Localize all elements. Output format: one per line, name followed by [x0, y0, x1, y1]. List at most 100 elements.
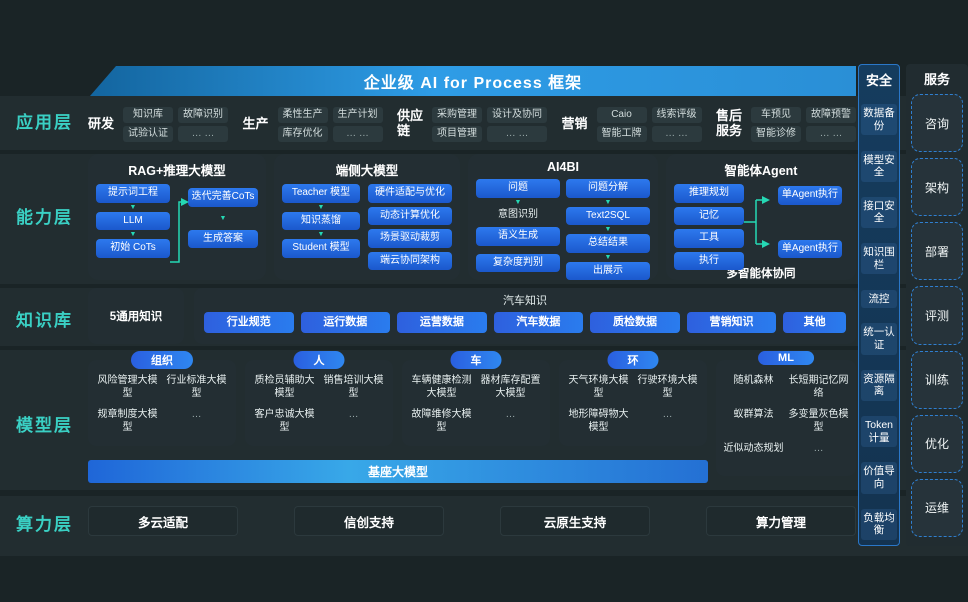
- group-tag: 组织: [131, 351, 193, 369]
- flow-step: 问题分解: [566, 179, 650, 198]
- domain-label: 售后服务: [716, 108, 743, 138]
- arrow-down-icon: ▼: [604, 198, 612, 206]
- model-item-more: …: [505, 409, 516, 420]
- arrow-down-icon: ▼: [129, 231, 137, 238]
- domain-production: 生产 柔性生产 生产计划 库存优化 … …: [242, 106, 383, 142]
- model-item: 车辆健康检测大模型: [411, 375, 472, 399]
- domain-items: 车预见 故障预警 智能诊修 … …: [751, 106, 856, 142]
- knowledge-pill: 行业规范: [204, 312, 294, 333]
- security-item: 模型安全: [861, 150, 897, 182]
- domain-label: 研发: [88, 115, 115, 131]
- model-item-more: …: [348, 409, 359, 420]
- box-title: RAG+推理大模型: [128, 164, 226, 178]
- app-item-more: … …: [487, 125, 547, 142]
- arrow-down-icon: ▼: [317, 231, 325, 238]
- auto-knowledge-title: 汽车知识: [503, 295, 547, 307]
- arrow-down-icon: ▼: [514, 198, 522, 206]
- capability-layer-row: RAG+推理大模型 提示词工程 ▼ LLM ▼ 初始 CoTs 迭代完善CoTs…: [88, 154, 856, 280]
- app-item: 库存优化: [277, 125, 328, 142]
- service-item: 运维: [911, 478, 963, 537]
- arrow-down-icon: ▼: [129, 203, 137, 211]
- app-item: 设计及协同: [487, 106, 547, 123]
- group-tag: 车: [450, 351, 502, 369]
- box-title: 端侧大模型: [335, 164, 399, 178]
- domain-marketing: 营销 Caio 线索评级 智能工牌 … …: [561, 106, 702, 142]
- app-item-more: … …: [332, 125, 383, 142]
- group-tag: 人: [293, 351, 345, 369]
- app-item: 智能诊修: [751, 125, 801, 142]
- security-item: 统一认证: [861, 323, 897, 355]
- knowledge-pill: 汽车数据: [493, 312, 584, 333]
- domain-supply-chain: 供应链 采购管理 设计及协同 项目管理 … …: [397, 106, 547, 142]
- app-item: 车预见: [751, 106, 801, 123]
- domain-items: 柔性生产 生产计划 库存优化 … …: [277, 106, 383, 142]
- app-item: 生产计划: [332, 106, 383, 123]
- app-item: 项目管理: [432, 125, 482, 142]
- model-item: 器材库存配置大模型: [480, 375, 541, 399]
- model-group-ml: ML 随机森林 长短期记忆网络 蚁群算法 多变量灰色模型 近似动态规划 …: [716, 351, 856, 476]
- flow-step: 出展示: [566, 261, 650, 280]
- knowledge-pill: 运行数据: [300, 312, 391, 333]
- service-title: 服务: [923, 72, 950, 87]
- service-item: 部署: [911, 222, 963, 281]
- compute-item-multicloud: 多云适配: [88, 506, 238, 536]
- app-item: 故障识别: [178, 106, 228, 123]
- flow-step: 迭代完善CoTs: [188, 188, 258, 207]
- flow-step: 语义生成: [476, 227, 560, 246]
- flow-step: Teacher 模型: [282, 184, 360, 203]
- model-item: 蚁群算法: [733, 409, 774, 420]
- security-item: 知识围栏: [861, 243, 897, 275]
- security-item: 负载均衡: [861, 508, 897, 540]
- app-item: 智能工牌: [596, 125, 647, 142]
- edge-model-box: 端侧大模型 Teacher 模型 ▼ 知识蒸馏 ▼ Student 模型 硬件适…: [274, 154, 460, 280]
- app-item-more: … …: [806, 125, 856, 142]
- compute-item-xinchuang: 信创支持: [294, 506, 444, 536]
- flow-step: 复杂度判别: [476, 253, 560, 272]
- compute-item-cloudnative: 云原生支持: [500, 506, 650, 536]
- model-item-more: …: [191, 409, 202, 420]
- knowledge-pill-row: 行业规范 运行数据 运营数据 汽车数据 质检数据 营销知识 其他: [204, 312, 846, 333]
- box-title: AI4BI: [547, 160, 579, 174]
- app-item: 采购管理: [432, 106, 482, 123]
- foundation-model-bar: 基座大模型: [88, 460, 708, 483]
- domain-items: 知识库 故障识别 试验认证 … …: [123, 106, 228, 142]
- arrow-down-icon: ▼: [219, 214, 227, 222]
- model-item: 行业标准大模型: [166, 375, 227, 399]
- domain-items: Caio 线索评级 智能工牌 … …: [596, 106, 702, 142]
- app-item: 线索评级: [651, 106, 702, 123]
- domain-label: 营销: [561, 115, 588, 131]
- app-item-more: … …: [178, 125, 228, 142]
- banner-title: 企业级 AI for Process 框架: [363, 75, 583, 92]
- knowledge-layer-row: 5通用知识 汽车知识 行业规范 运行数据 运营数据 汽车数据 质检数据 营销知识…: [88, 288, 856, 344]
- domain-items: 采购管理 设计及协同 项目管理 … …: [432, 106, 547, 142]
- model-group-people: 人 质检员辅助大模型 销售培训大模型 客户忠诚大模型 …: [245, 351, 393, 446]
- model-item: 天气环境大模型: [568, 375, 629, 399]
- model-item-more: …: [813, 443, 824, 454]
- ai4bi-box: AI4BI 问题 ▼ 意图识别 语义生成 复杂度判别 问题分解 ▼ Text2S…: [468, 154, 658, 280]
- auto-knowledge-box: 汽车知识 行业规范 运行数据 运营数据 汽车数据 质检数据 营销知识 其他: [194, 288, 856, 344]
- agent-box: 智能体Agent 推理规划 记忆 工具 执行 单Agent执行 单Agent执行: [666, 154, 856, 280]
- model-item: 近似动态规划: [723, 443, 784, 454]
- knowledge-pill: 质检数据: [590, 312, 680, 333]
- service-item: 架构: [911, 158, 963, 217]
- general-knowledge-box: 5通用知识: [88, 288, 184, 344]
- compute-item-management: 算力管理: [706, 506, 856, 536]
- list-item: 硬件适配与优化: [368, 184, 452, 203]
- flow-step: 问题: [476, 179, 560, 198]
- compute-layer-row: 多云适配 信创支持 云原生支持 算力管理: [88, 506, 856, 536]
- flow-step: 提示词工程: [96, 184, 170, 203]
- flow-step: Student 模型: [282, 239, 360, 258]
- service-item: 训练: [911, 350, 963, 409]
- rag-reasoning-box: RAG+推理大模型 提示词工程 ▼ LLM ▼ 初始 CoTs 迭代完善CoTs…: [88, 154, 266, 280]
- agent-component: 推理规划: [674, 184, 744, 203]
- flow-step: Text2SQL: [566, 206, 650, 225]
- security-item: 价值导向: [861, 462, 897, 494]
- domain-label: 生产: [242, 115, 269, 131]
- model-group-org: 组织 风险管理大模型 行业标准大模型 规章制度大模型 …: [88, 351, 236, 446]
- security-item: 数据备份: [861, 104, 897, 136]
- model-item-more: …: [662, 409, 673, 420]
- agent-component: 记忆: [674, 206, 744, 225]
- app-item: 故障预警: [806, 106, 856, 123]
- flow-step: 总结结果: [566, 234, 650, 253]
